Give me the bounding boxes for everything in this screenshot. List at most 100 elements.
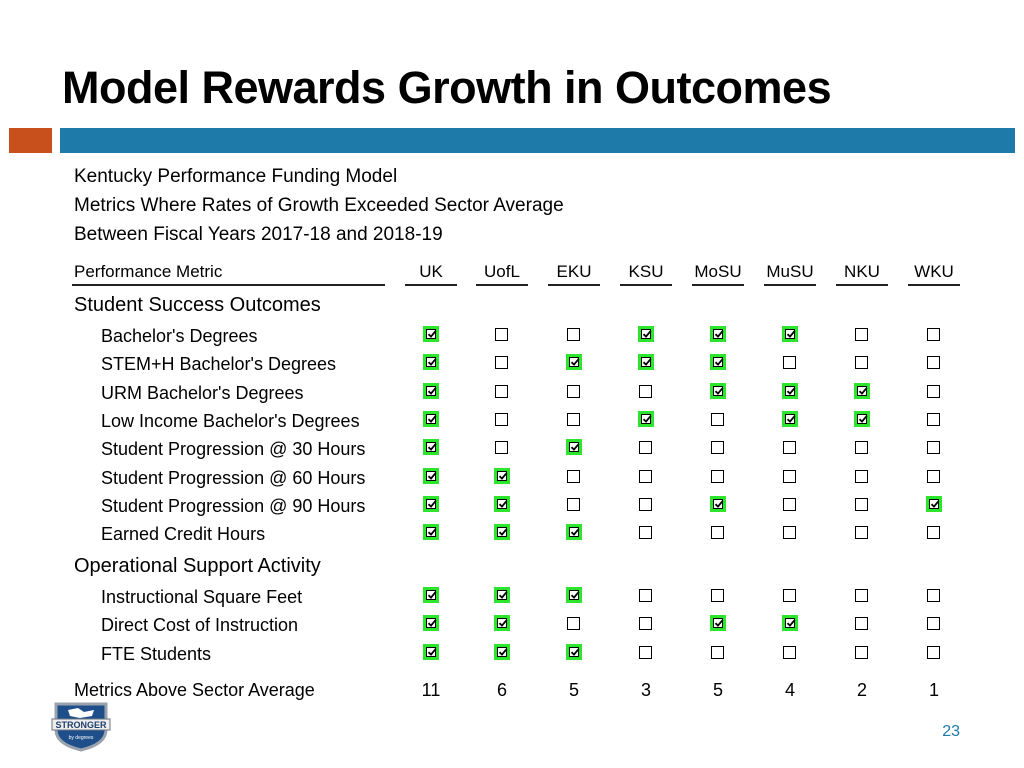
empty-box-icon [927,589,940,602]
column-header-uofl: UofL [484,262,520,281]
checked-box-icon [782,326,798,342]
checked-box-icon [423,467,439,484]
empty-box-icon [495,441,508,455]
table-row: Student Progression @ 60 Hours [0,464,1024,492]
empty-box-icon [495,412,508,426]
metric-label: FTE Students [101,643,212,664]
table-row: FTE Students [0,640,1024,668]
empty-box-icon [855,441,868,455]
metric-label: Student Progression @ 90 Hours [101,495,366,516]
empty-box-icon [855,356,868,370]
empty-box-icon [711,645,724,659]
empty-box-icon [567,497,580,511]
checked-box-icon [566,587,582,603]
empty-box-icon [639,441,652,455]
checked-box-icon [710,495,726,512]
empty-box-icon [927,412,940,426]
empty-box-icon [783,589,796,602]
column-header-ksu: KSU [628,262,664,281]
empty-box-icon [567,469,580,483]
empty-box-icon [855,328,868,341]
empty-box-icon [711,412,724,426]
table-row: STEM+H Bachelor's Degrees [0,350,1024,378]
empty-box-icon [855,589,868,602]
total-value-nku: 2 [856,680,867,700]
column-header-underline [836,284,888,286]
metric-label: Low Income Bachelor's Degrees [101,410,360,431]
metric-label: Direct Cost of Instruction [101,615,299,636]
metric-label: Student Progression @ 60 Hours [101,467,366,488]
stronger-by-degrees-logo: STRONGER by degrees [50,700,112,757]
table-row: URM Bachelor's Degrees [0,379,1024,407]
subtitle-line-3: Between Fiscal Years 2017-18 and 2018-19 [74,224,443,245]
checked-box-icon [782,382,798,399]
metric-column-header: Performance Metric [74,262,223,281]
checked-box-icon [638,354,654,371]
checked-box-icon [638,326,654,342]
checked-box-icon [566,439,582,456]
checked-box-icon [710,326,726,342]
metric-label: STEM+H Bachelor's Degrees [101,354,337,375]
checked-box-icon [423,587,439,603]
checked-box-icon [782,410,798,427]
title-accent-blue [60,128,1015,153]
column-header-eku: EKU [556,262,592,281]
empty-box-icon [567,384,580,398]
metric-label: Earned Credit Hours [101,524,266,545]
metric-label: Bachelor's Degrees [101,326,258,346]
page-number: 23 [942,723,960,740]
table-row: Student Progression @ 30 Hours [0,435,1024,463]
empty-box-icon [855,526,868,540]
empty-box-icon [567,617,580,631]
checked-box-icon [423,495,439,512]
section-heading: Operational Support Activity [74,555,321,577]
checked-box-icon [782,615,798,632]
empty-box-icon [927,328,940,341]
total-value-wku: 1 [928,680,939,700]
column-header-underline [764,284,816,286]
checked-box-icon [423,410,439,427]
checked-box-icon [494,467,510,484]
column-header-underline [405,284,457,286]
empty-box-icon [783,356,796,370]
checked-box-icon [494,643,510,660]
checked-box-icon [423,643,439,660]
checked-box-icon [423,615,439,632]
logo-sub-text: by degrees [69,735,94,741]
empty-box-icon [711,589,724,602]
subtitle-line-2: Metrics Where Rates of Growth Exceeded S… [74,195,564,216]
column-header-underline [620,284,672,286]
empty-box-icon [567,412,580,426]
checked-box-icon [566,643,582,660]
checked-box-icon [566,524,582,541]
empty-box-icon [711,526,724,540]
checked-box-icon [423,354,439,371]
column-header-uk: UK [419,262,443,281]
total-value-eku: 5 [568,680,579,700]
table-row: Bachelor's Degrees [0,322,1024,350]
total-value-uofl: 6 [496,680,507,700]
checked-box-icon [494,615,510,632]
checked-box-icon [494,524,510,541]
column-header-underline [908,284,960,286]
table-row: Earned Credit Hours [0,520,1024,548]
checked-box-icon [566,354,582,371]
totals-label: Metrics Above Sector Average [74,680,315,700]
empty-box-icon [639,645,652,659]
checked-box-icon [494,495,510,512]
checked-box-icon [423,382,439,399]
checked-box-icon [710,615,726,632]
checked-box-icon [710,354,726,371]
column-header-wku: WKU [914,262,954,281]
table-row: Instructional Square Feet [0,583,1024,611]
empty-box-icon [927,645,940,659]
empty-box-icon [639,384,652,398]
column-header-underline [476,284,528,286]
checked-box-icon [926,495,942,512]
metric-label: Student Progression @ 30 Hours [101,439,366,460]
column-header-musu: MuSU [766,262,814,281]
metric-label: Instructional Square Feet [101,587,303,607]
empty-box-icon [927,356,940,370]
empty-box-icon [783,645,796,659]
empty-box-icon [927,526,940,540]
